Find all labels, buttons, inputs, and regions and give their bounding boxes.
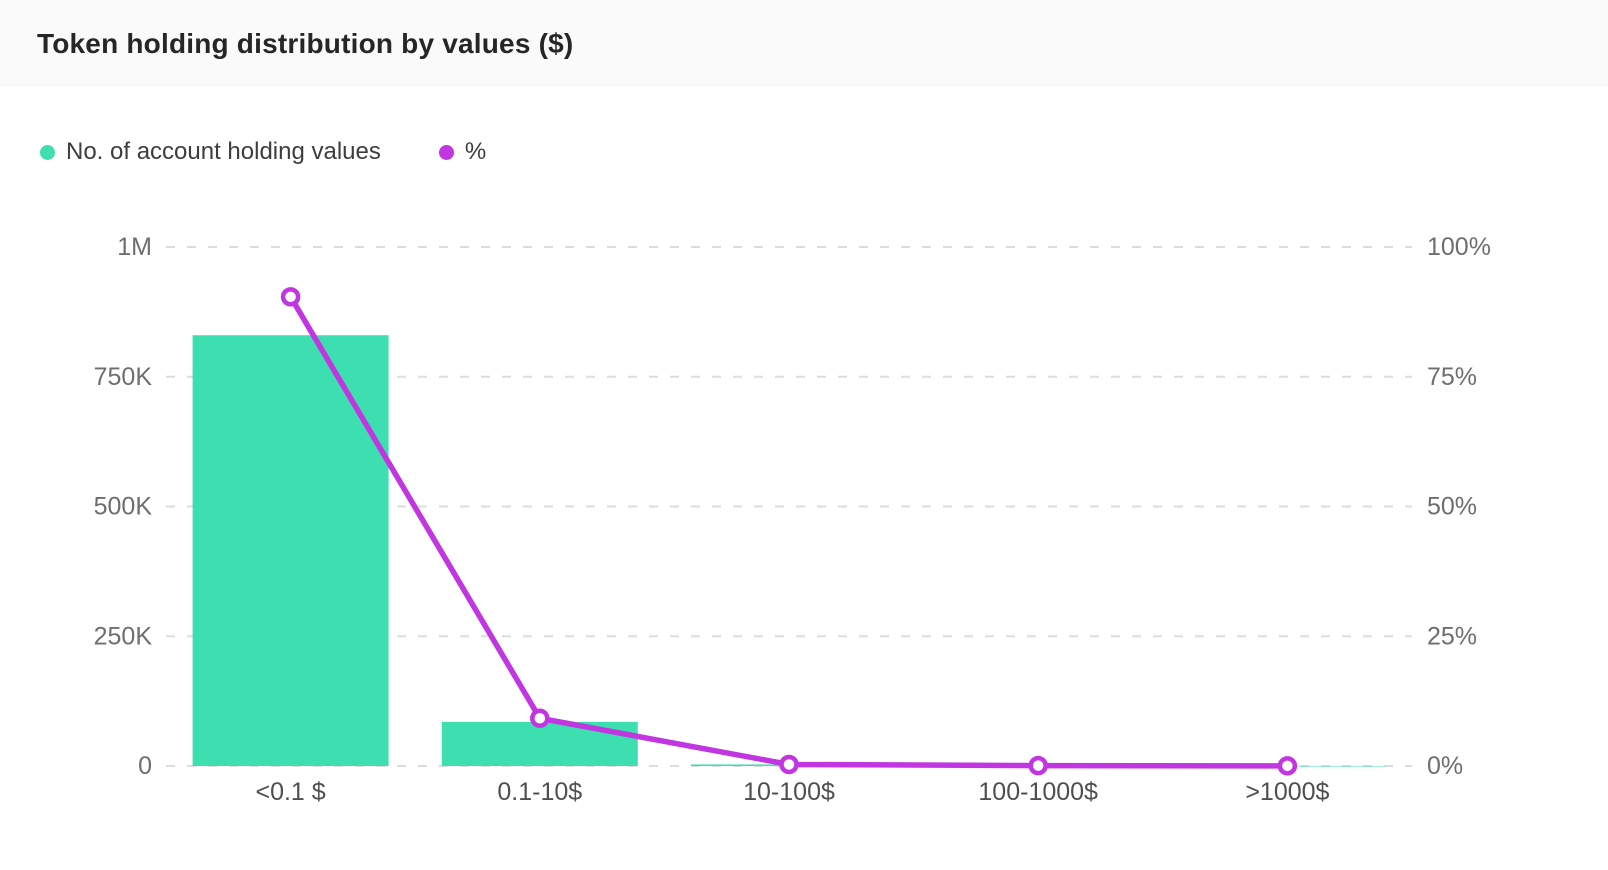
left-axis-tick: 750K xyxy=(94,363,153,391)
x-axis-label: 100-1000$ xyxy=(978,778,1098,806)
legend-dot-green-icon xyxy=(40,144,55,160)
x-axis-label: 0.1-10$ xyxy=(497,778,582,806)
line-marker-1[interactable] xyxy=(530,708,550,729)
right-axis-tick: 100% xyxy=(1427,233,1491,261)
legend-item-percent[interactable]: % xyxy=(438,138,487,166)
x-axis-label: 10-100$ xyxy=(743,778,835,806)
right-axis-tick: 75% xyxy=(1427,363,1477,391)
left-axis-tick: 1M xyxy=(117,233,152,261)
right-axis-tick: 0% xyxy=(1427,752,1463,780)
legend-label-accounts: No. of account holding values xyxy=(66,138,381,165)
left-axis-tick: 0 xyxy=(138,752,152,780)
legend-label-percent: % xyxy=(464,138,487,165)
right-axis-tick: 25% xyxy=(1427,622,1477,650)
line-marker-3[interactable] xyxy=(1028,755,1048,776)
legend-dot-purple-icon xyxy=(438,144,454,160)
x-axis-label: >1000$ xyxy=(1245,778,1329,806)
chart-header: Token holding distribution by values ($) xyxy=(0,0,1608,87)
line-marker-4[interactable] xyxy=(1277,756,1298,776)
percent-line xyxy=(287,294,1291,769)
chart-legend: No. of account holding values % xyxy=(40,138,486,166)
bar-0[interactable] xyxy=(192,335,389,766)
right-axis-tick: 50% xyxy=(1427,493,1477,521)
line-marker-0[interactable] xyxy=(280,287,301,307)
chart-title: Token holding distribution by values ($) xyxy=(37,27,574,59)
legend-item-accounts[interactable]: No. of account holding values xyxy=(40,138,381,166)
line-marker-2[interactable] xyxy=(779,754,799,775)
x-axis-label: <0.1 $ xyxy=(255,778,325,806)
left-axis-tick: 500K xyxy=(94,493,153,521)
left-axis-tick: 250K xyxy=(94,622,153,650)
